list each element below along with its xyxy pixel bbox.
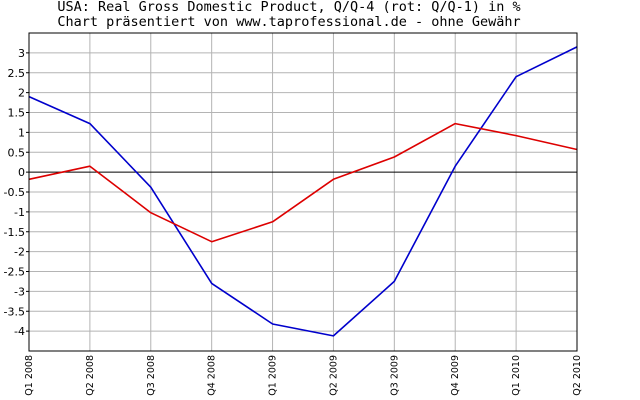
x-tick-label: Q3 2008 bbox=[146, 355, 157, 396]
x-tick-label: Q1 2009 bbox=[268, 355, 279, 396]
x-tick-label: Q4 2009 bbox=[450, 355, 461, 396]
y-tick-label: -1.5 bbox=[4, 226, 25, 239]
chart-title: USA: Real Gross Domestic Product, Q/Q-4 … bbox=[57, 0, 521, 15]
chart-subtitle: Chart präsentiert von www.taprofessional… bbox=[57, 14, 521, 30]
y-tick-label: 2.5 bbox=[8, 67, 26, 80]
x-tick-label: Q2 2008 bbox=[85, 355, 96, 396]
y-tick-label: -4 bbox=[14, 325, 25, 338]
y-tick-label: -3 bbox=[14, 285, 25, 298]
y-tick-label: -3.5 bbox=[4, 305, 25, 318]
y-tick-label: 2 bbox=[18, 87, 25, 100]
series-line-qq1 bbox=[28, 122, 578, 243]
x-axis-ticks: Q1 2008 Q2 2008 Q3 2008 Q4 2008 Q1 2009 Q2 20… bbox=[24, 355, 583, 396]
y-tick-label: 3 bbox=[18, 47, 25, 60]
series-line-qq4 bbox=[28, 46, 578, 337]
x-tick-label: Q4 2008 bbox=[207, 355, 218, 396]
y-tick-label: 1 bbox=[18, 126, 25, 139]
y-tick-label: 0 bbox=[18, 166, 25, 179]
chart-title-block: USA: Real Gross Domestic Product, Q/Q-4 … bbox=[0, 0, 578, 32]
x-tick-label: Q2 2009 bbox=[328, 355, 339, 396]
y-tick-label: 1.5 bbox=[8, 107, 26, 120]
y-tick-label: -2 bbox=[14, 246, 25, 259]
x-tick-label: Q1 2008 bbox=[24, 355, 35, 396]
x-tick-label: Q3 2009 bbox=[389, 355, 400, 396]
x-tick-label: Q2 2010 bbox=[572, 355, 583, 396]
y-tick-label: -2.5 bbox=[4, 266, 25, 279]
y-axis-ticks: 3 2.5 2 1.5 1 0.5 0 -0.5 -1 -1.5 -2 -2.5 -3 -3.5 -4 bbox=[4, 47, 29, 338]
series-lines bbox=[28, 46, 578, 337]
grid-lines bbox=[28, 32, 578, 352]
y-tick-label: -0.5 bbox=[4, 186, 25, 199]
y-tick-label: 0.5 bbox=[8, 146, 26, 159]
y-tick-label: -1 bbox=[14, 206, 25, 219]
x-tick-label: Q1 2010 bbox=[511, 355, 522, 396]
